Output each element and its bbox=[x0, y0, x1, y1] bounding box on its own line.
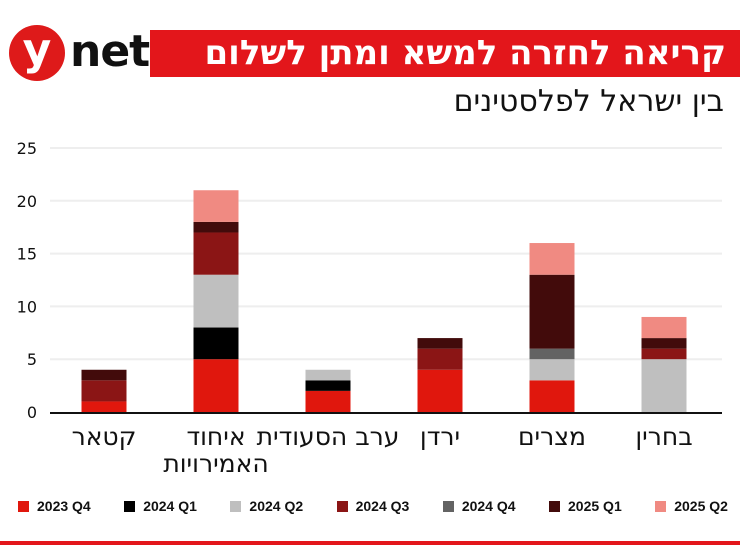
bar-segment bbox=[529, 348, 575, 360]
legend-item: 2024 Q1 bbox=[124, 498, 197, 514]
legend-item: 2024 Q3 bbox=[336, 498, 410, 514]
bar-segment bbox=[641, 338, 687, 349]
legend-swatch bbox=[549, 500, 561, 512]
bar-segment bbox=[529, 274, 575, 349]
bar-segment bbox=[417, 348, 463, 370]
ynet-logo-text: net bbox=[70, 26, 150, 77]
ynet-logo: y bbox=[9, 25, 65, 81]
legend-item: 2024 Q2 bbox=[230, 498, 303, 514]
bar-segment bbox=[529, 380, 575, 412]
legend-label: 2025 Q1 bbox=[568, 498, 622, 514]
legend-swatch bbox=[230, 500, 242, 512]
legend-item: 2024 Q4 bbox=[442, 498, 516, 514]
bar-segment bbox=[193, 232, 239, 275]
legend-item: 2025 Q2 bbox=[655, 498, 728, 514]
bar-segment bbox=[193, 274, 239, 328]
legend-label: 2024 Q1 bbox=[143, 498, 197, 514]
bar-segment bbox=[305, 380, 351, 391]
legend-label: 2024 Q2 bbox=[249, 498, 304, 514]
bar-segment bbox=[193, 190, 239, 222]
bar-segment bbox=[529, 359, 575, 381]
legend-swatch bbox=[655, 500, 667, 512]
title-banner: קריאה לחזרה למשא ומתן לשלום bbox=[150, 30, 740, 77]
y-tick-label: 20 bbox=[17, 192, 37, 211]
y-tick-label: 0 bbox=[27, 403, 37, 422]
bar-segment bbox=[305, 390, 351, 412]
x-tick-label: ירדן bbox=[419, 422, 461, 451]
bar-segment bbox=[193, 221, 239, 233]
bar-segment bbox=[641, 348, 687, 360]
legend-label: 2024 Q4 bbox=[461, 498, 516, 514]
bar-segment bbox=[417, 369, 463, 412]
x-tick-label: בחרין bbox=[635, 422, 693, 451]
x-tick-label: מצרים bbox=[517, 422, 587, 451]
logo-letter: y bbox=[22, 24, 52, 75]
legend: 2023 Q4 2024 Q1 2024 Q2 2024 Q3 2024 Q4 2025 … bbox=[18, 498, 728, 514]
bar-segment bbox=[193, 359, 239, 412]
legend-swatch bbox=[124, 500, 136, 512]
legend-item: 2025 Q1 bbox=[549, 498, 622, 514]
y-tick-label: 10 bbox=[17, 297, 37, 316]
bar-segment bbox=[81, 401, 127, 412]
y-tick-label: 25 bbox=[17, 139, 37, 158]
bar-segment bbox=[81, 369, 127, 381]
x-tick-label: קטאר bbox=[71, 422, 137, 451]
legend-label: 2025 Q2 bbox=[674, 498, 728, 514]
legend-swatch bbox=[336, 500, 348, 512]
y-tick-label: 15 bbox=[17, 245, 37, 264]
bottom-divider bbox=[0, 541, 740, 545]
legend-swatch bbox=[18, 500, 29, 512]
y-tick-label: 5 bbox=[27, 350, 37, 369]
x-tick-label: איחוד האמירויות bbox=[163, 422, 269, 478]
legend-label: 2024 Q3 bbox=[355, 498, 410, 514]
bar-segment bbox=[193, 327, 239, 360]
bar-segment bbox=[529, 243, 575, 275]
bar-segment bbox=[417, 338, 463, 349]
legend-item: 2023 Q4 bbox=[18, 498, 91, 514]
bar-segment bbox=[641, 316, 687, 339]
bar-segment bbox=[641, 359, 687, 412]
chart-subtitle: בין ישראל לפלסטינים bbox=[453, 84, 724, 119]
chart-title: קריאה לחזרה למשא ומתן לשלום bbox=[204, 33, 727, 73]
legend-label: 2023 Q4 bbox=[37, 498, 91, 514]
bar-segment bbox=[305, 369, 351, 381]
x-tick-label: ערב הסעודית bbox=[256, 422, 400, 451]
bar-segment bbox=[81, 380, 127, 402]
legend-swatch bbox=[442, 500, 454, 512]
